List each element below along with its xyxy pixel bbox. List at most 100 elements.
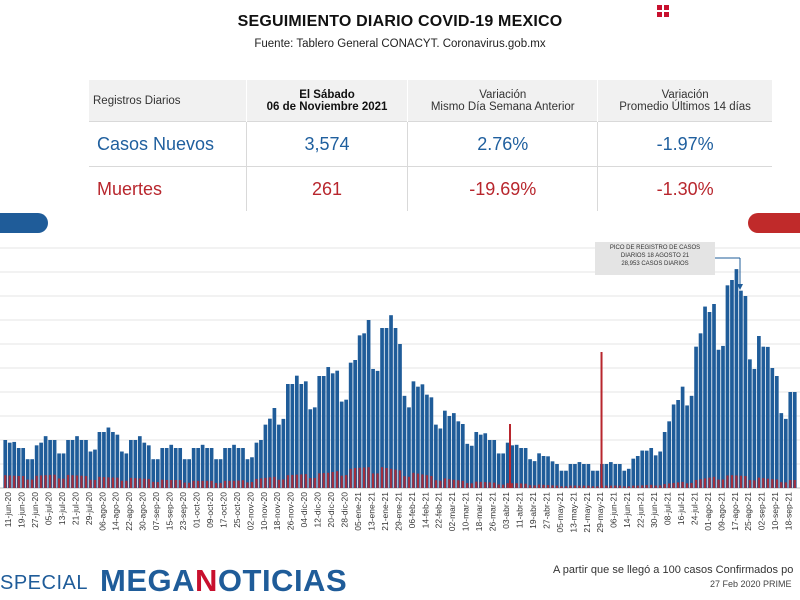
deaths-bar [668,483,671,488]
x-tick-label: 10-mar-21 [461,492,471,531]
cases-bar [308,409,313,488]
row-var-14: -1.30% [597,166,772,211]
deaths-bar [13,475,16,488]
deaths-bar [264,477,267,488]
deaths-bar [125,480,128,488]
deaths-bar [44,475,47,488]
cases-bar [25,459,30,488]
deaths-bar [219,482,222,488]
x-tick-label: 18-sep-21 [784,492,794,531]
cases-bar [752,368,757,488]
cases-bar [79,440,84,488]
cases-bar [765,346,770,488]
deaths-bar [452,479,455,488]
deaths-bar [371,473,375,488]
cases-bar [510,445,514,488]
deaths-bar [282,479,285,488]
cases-bar [456,421,461,488]
cases-bar [353,360,357,488]
cases-bar [653,455,658,488]
deaths-bar [461,480,464,488]
cases-bar [218,459,223,488]
deaths-bar [143,478,146,488]
cases-bar [734,269,739,488]
x-tick-label: 23-sep-20 [178,492,188,531]
cases-bar [30,459,35,488]
cases-bar [250,457,254,488]
cases-bar [434,424,438,488]
x-tick-label: 02-nov-20 [245,492,255,531]
cases-bar [61,453,66,488]
deaths-bar [623,486,626,488]
deaths-bar [362,467,366,488]
cases-bar [357,335,362,488]
cases-bar [739,290,743,488]
row-value: 261 [246,166,409,211]
cases-bar [115,434,120,488]
logo-part-b: N [195,563,218,598]
cases-bar [312,407,317,488]
cases-bar [783,418,788,488]
x-tick-label: 05-ene-21 [353,492,363,531]
cases-bar [487,440,492,488]
source-note: Fuente: Tablero General CONACYT. Coronav… [254,38,546,50]
cases-bar [694,346,698,488]
cases-bar [680,386,685,488]
deaths-bar [439,480,442,488]
x-tick-label: 18-nov-20 [272,492,282,531]
x-tick-label: 10-nov-20 [259,492,269,531]
cases-bar [613,464,618,488]
deaths-bar [111,477,115,488]
cases-bar [129,440,133,488]
x-tick-label: 29-jul-20 [84,492,94,525]
header-date-line1: El Sábado [299,88,355,101]
deaths-bar [493,482,496,488]
deaths-bar [457,480,460,488]
deaths-bar [192,480,195,488]
deaths-bar [358,467,361,488]
cases-bar [344,399,349,488]
header-var-14-line1: Variación [661,88,709,101]
cases-bar [57,453,61,488]
deaths-bar [152,481,155,488]
deaths-bar [528,485,532,488]
cases-bar [465,443,470,488]
deaths-bar [313,477,316,488]
deaths-bar [318,473,321,488]
deaths-bar [533,485,536,488]
cases-bar [371,368,375,488]
x-tick-label: 29-may-21 [595,492,605,533]
header-var-week-line2: Mismo Día Semana Anterior [430,100,575,113]
cases-bar [608,462,613,488]
cases-bar [317,376,322,488]
deaths-bar [31,479,34,488]
cases-bar [286,384,290,488]
cases-bar [537,453,541,488]
deaths-bar [546,485,550,488]
cases-bar [133,440,138,488]
deaths-bar [502,484,505,488]
deaths-bar [784,482,787,488]
deaths-bar [466,483,469,488]
cases-bar [48,440,52,488]
deaths-bar [744,476,747,488]
deaths-bar [739,475,743,488]
cases-bar [339,401,344,488]
cases-bar [155,459,160,488]
cases-bar [564,470,568,488]
deaths-bar [555,485,559,488]
deaths-bar [663,484,666,488]
cases-bar [617,464,622,488]
cases-bar [151,459,156,488]
deaths-bar [17,476,20,488]
deaths-bar [775,479,778,488]
row-var-week: -19.69% [407,166,599,211]
deaths-bar [542,484,545,488]
cases-bar [272,408,277,488]
table-row-casos: Casos Nuevos 3,574 2.76% -1.97% [89,121,772,167]
x-tick-label: 12-dic-20 [313,492,323,528]
cases-bar [748,359,752,488]
deaths-bar [479,481,482,488]
deaths-bar [425,475,429,488]
cases-bar [523,448,528,488]
